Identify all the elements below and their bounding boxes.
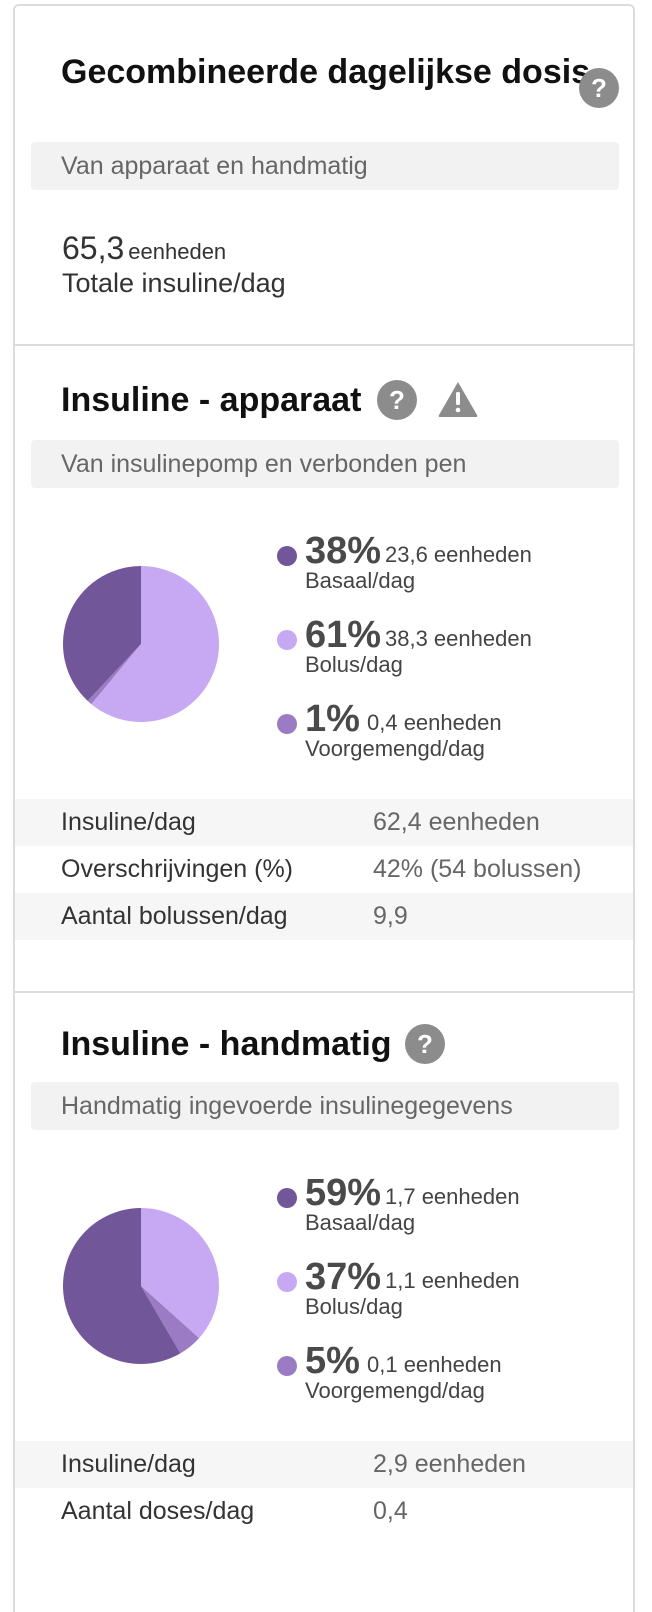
total-insulin-value: 65,3 eenheden: [62, 230, 226, 267]
bolus-percent: 61%: [305, 614, 382, 656]
warning-triangle-icon[interactable]: [437, 380, 479, 418]
pie-slice-bolus: [141, 1208, 219, 1339]
premixed-percent: 5%: [305, 1340, 360, 1382]
table-row: Insuline/dag 2,9 eenheden: [15, 1441, 633, 1488]
device-stats-table: Insuline/dag 62,4 eenheden Overschrijvin…: [15, 799, 633, 940]
bolus-percent: 37%: [305, 1256, 382, 1298]
table-row: Insuline/dag 62,4 eenheden: [15, 799, 633, 846]
premixed-units: 0,4 eenheden: [367, 710, 502, 735]
pie-slice-basal: [63, 1208, 181, 1364]
combined-subtitle: Van apparaat en handmatig: [31, 142, 619, 190]
stat-label: Aantal doses/dag: [61, 1497, 255, 1525]
insulin-summary-card: Gecombineerde dagelijkse dosis ? Van app…: [13, 4, 635, 1612]
pie-slice-premixed: [87, 644, 141, 705]
stat-value: 62,4 eenheden: [373, 808, 540, 836]
question-circle-icon[interactable]: ?: [579, 68, 619, 108]
pie-slice-basal: [63, 566, 142, 701]
bolus-label: Bolus/dag: [305, 652, 403, 677]
stat-value: 0,4: [373, 1497, 408, 1525]
stat-label: Aantal bolussen/dag: [61, 902, 288, 930]
device-title: Insuline - apparaat: [61, 381, 362, 419]
premixed-dot-icon: [277, 1356, 297, 1376]
question-circle-icon[interactable]: ?: [405, 1024, 445, 1064]
stat-value: 9,9: [373, 902, 408, 930]
basal-dot-icon: [277, 546, 297, 566]
basal-units: 23,6 eenheden: [385, 542, 532, 567]
premixed-percent: 1%: [305, 698, 360, 740]
bolus-label: Bolus/dag: [305, 1294, 403, 1319]
premixed-dot-icon: [277, 714, 297, 734]
basal-percent: 38%: [305, 530, 382, 572]
basal-percent: 59%: [305, 1172, 382, 1214]
bolus-units: 38,3 eenheden: [385, 626, 532, 651]
bolus-dot-icon: [277, 1272, 297, 1292]
premixed-label: Voorgemengd/dag: [305, 736, 485, 761]
bolus-units: 1,1 eenheden: [385, 1268, 520, 1293]
total-insulin-label: Totale insuline/dag: [62, 268, 286, 298]
section-divider: [15, 344, 633, 346]
stat-label: Insuline/dag: [61, 808, 196, 836]
combined-title: Gecombineerde dagelijkse dosis: [61, 53, 591, 91]
table-row: Aantal doses/dag 0,4: [15, 1488, 633, 1535]
pie-slice-bolus: [91, 566, 219, 722]
table-row: Overschrijvingen (%) 42% (54 bolussen): [15, 846, 633, 893]
manual-insulin-pie-chart: [63, 1208, 219, 1364]
manual-subtitle: Handmatig ingevoerde insulinegegevens: [31, 1082, 619, 1130]
section-divider: [15, 991, 633, 993]
stat-value: 42% (54 bolussen): [373, 855, 582, 883]
premixed-units: 0,1 eenheden: [367, 1352, 502, 1377]
device-insulin-pie-chart: [63, 566, 219, 722]
stat-label: Overschrijvingen (%): [61, 855, 294, 883]
stat-label: Insuline/dag: [61, 1450, 196, 1478]
basal-label: Basaal/dag: [305, 568, 416, 593]
basal-dot-icon: [277, 1188, 297, 1208]
premixed-label: Voorgemengd/dag: [305, 1378, 485, 1403]
stat-value: 2,9 eenheden: [373, 1450, 526, 1478]
device-subtitle: Van insulinepomp en verbonden pen: [31, 440, 619, 488]
question-circle-icon[interactable]: ?: [377, 380, 417, 420]
pie-slice-premixed: [141, 1286, 200, 1354]
total-value-unit: eenheden: [128, 239, 227, 264]
total-value-number: 65,3: [62, 230, 125, 266]
bolus-dot-icon: [277, 630, 297, 650]
table-row: Aantal bolussen/dag 9,9: [15, 893, 633, 940]
basal-label: Basaal/dag: [305, 1210, 416, 1235]
manual-stats-table: Insuline/dag 2,9 eenheden Aantal doses/d…: [15, 1441, 633, 1535]
manual-title: Insuline - handmatig: [61, 1025, 392, 1063]
basal-units: 1,7 eenheden: [385, 1184, 520, 1209]
